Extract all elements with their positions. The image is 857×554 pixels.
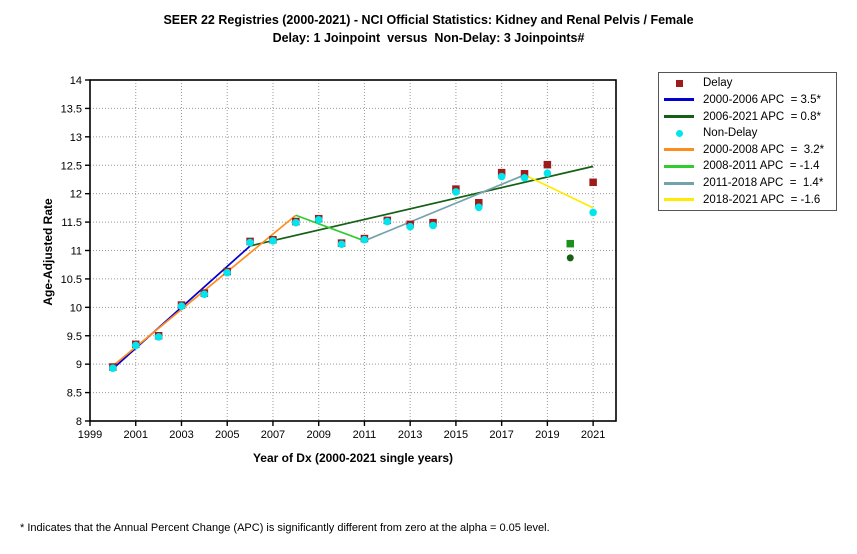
y-axis-label: Age-Adjusted Rate [41,198,55,306]
apc-segment-nondelay-2018-2021 [524,174,594,209]
legend-item-label: 2006-2021 APC = 0.8* [703,110,821,123]
nondelay-point [406,222,414,231]
legend-item: Non-Delay [659,126,836,141]
delay-point [520,170,529,178]
legend-item: 2000-2006 APC = 3.5* [659,92,836,107]
legend-item-label: 2000-2006 APC = 3.5* [703,93,821,106]
x-tick-label: 2007 [261,429,285,441]
x-tick-label: 2019 [535,429,559,441]
nondelay-point [109,364,117,372]
x-tick-label: 2005 [215,429,239,441]
legend-item: 2011-2018 APC = 1.4* [659,176,836,191]
legend-line-swatch [659,164,699,168]
x-tick-label: 2017 [489,429,513,441]
y-tick-label: 12.5 [61,160,82,172]
delay-point [497,168,506,177]
x-tick-label: 2003 [169,429,193,441]
y-tick-label: 8.5 [67,388,82,400]
y-tick-label: 10.5 [61,274,82,286]
footnote-significance: * Indicates that the Annual Percent Chan… [20,522,550,534]
page-title: SEER 22 Registries (2000-2021) - NCI Off… [163,13,694,27]
delay-point [475,199,483,207]
x-axis-label: Year of Dx (2000-2021 single years) [252,451,454,465]
swatch-shape [664,148,694,152]
y-tick-label: 9.5 [67,331,82,343]
legend-item-label: 2000-2008 APC = 3.2* [703,143,825,156]
y-tick-label: 13 [70,132,82,144]
nondelay-point [452,188,460,196]
x-tick-label: 2011 [353,429,377,441]
y-tick-label: 11.5 [61,217,82,229]
nondelay-point [383,217,392,226]
nondelay-point [292,218,300,227]
legend-item-label: Non-Delay [703,127,758,140]
legend-circle-marker-icon [659,129,699,137]
nondelay-point [246,238,254,247]
legend-item: Delay [659,76,836,91]
nondelay-point [543,169,552,178]
nondelay-point [154,333,163,341]
delay-point [543,160,552,169]
nondelay-point [269,237,277,245]
apc-segment-nondelay-2011-2018 [364,174,525,242]
chart-subtitle: Delay: 1 Joinpoint versus Non-Delay: 3 J… [272,31,585,45]
swatch-shape [664,198,694,202]
y-tick-label: 11 [71,246,82,258]
legend-line-swatch [659,198,699,202]
delay-point [589,178,597,187]
y-tick-label: 8 [76,416,82,428]
legend-item-label: Delay [703,77,733,90]
excluded-nondelay-point [566,254,574,262]
legend-line-swatch [659,148,699,152]
swatch-shape [675,129,683,137]
legend-square-marker-icon [659,79,699,87]
legend-line-swatch [659,115,699,119]
legend-item-label: 2008-2011 APC = -1.4 [703,160,820,173]
legend-line-swatch [659,98,699,102]
nondelay-point [314,216,323,224]
y-tick-label: 12 [70,189,82,201]
legend-item: 2000-2008 APC = 3.2* [659,142,836,157]
y-tick-label: 14 [70,75,82,87]
x-tick-label: 2001 [123,429,147,441]
legend-line-swatch [659,181,699,185]
nondelay-point [200,290,209,299]
x-tick-label: 2013 [398,429,422,441]
footnotes: * Indicates that the Annual Percent Chan… [20,486,550,554]
nondelay-point [497,172,506,181]
nondelay-point [223,268,232,277]
x-tick-label: 2015 [444,429,468,441]
y-tick-label: 10 [70,302,82,314]
swatch-shape [675,79,683,87]
x-tick-label: 2009 [306,429,330,441]
swatch-shape [664,115,694,119]
legend-item-label: 2011-2018 APC = 1.4* [703,177,824,190]
x-tick-label: 1999 [78,429,102,441]
swatch-shape [664,164,694,168]
legend-item: 2006-2021 APC = 0.8* [659,109,836,124]
swatch-shape [664,181,694,185]
y-tick-label: 9 [76,359,82,371]
apc-segment-delay-2006-2021 [249,165,594,247]
legend-item-label: 2018-2021 APC = -1.6 [703,193,821,206]
legend-box: Delay 2000-2006 APC = 3.5* 2006-2021 APC =… [658,72,837,211]
x-tick-label: 2021 [581,429,605,441]
nondelay-point [131,341,140,350]
legend-item: 2018-2021 APC = -1.6 [659,192,836,207]
nondelay-point [589,208,597,217]
nondelay-point [360,235,369,244]
apc-segment-nondelay-2008-2011 [295,214,365,242]
nondelay-point [520,173,529,182]
nondelay-point [429,221,437,230]
nondelay-point [177,302,186,310]
swatch-shape [664,98,694,102]
nondelay-point [337,240,346,249]
y-tick-label: 13.5 [61,103,82,115]
excluded-delay-point [566,239,575,248]
legend-item: 2008-2011 APC = -1.4 [659,159,836,174]
nondelay-point [474,203,483,212]
